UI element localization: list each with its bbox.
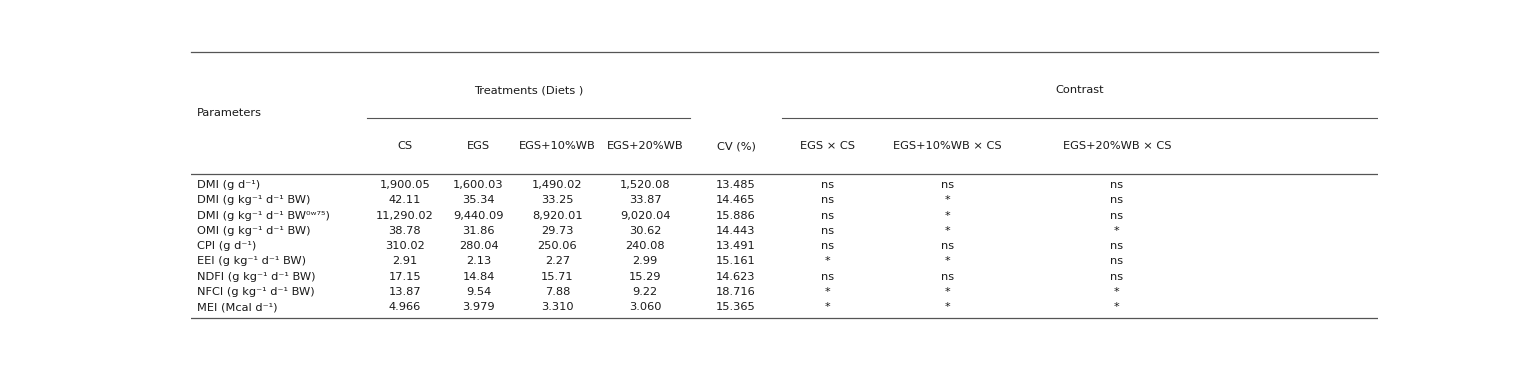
Text: *: *: [1115, 287, 1119, 297]
Text: 15.886: 15.886: [717, 211, 756, 220]
Text: NDFI (g kg⁻¹ d⁻¹ BW): NDFI (g kg⁻¹ d⁻¹ BW): [197, 272, 315, 282]
Text: Parameters: Parameters: [197, 108, 262, 118]
Text: 38.78: 38.78: [389, 226, 421, 236]
Text: DMI (g d⁻¹): DMI (g d⁻¹): [197, 180, 260, 190]
Text: *: *: [825, 302, 831, 312]
Text: 7.88: 7.88: [545, 287, 570, 297]
Text: 31.86: 31.86: [462, 226, 495, 236]
Text: ns: ns: [1110, 195, 1124, 205]
Text: 9.22: 9.22: [632, 287, 658, 297]
Text: *: *: [945, 287, 951, 297]
Text: 9.54: 9.54: [465, 287, 491, 297]
Text: Contrast: Contrast: [1056, 85, 1104, 95]
Text: 15.365: 15.365: [717, 302, 756, 312]
Text: 8,920.01: 8,920.01: [533, 211, 583, 220]
Text: ns: ns: [1110, 257, 1124, 266]
Text: ns: ns: [942, 180, 954, 190]
Text: 2.99: 2.99: [632, 257, 658, 266]
Text: 14.443: 14.443: [717, 226, 756, 236]
Text: EGS+20%WB: EGS+20%WB: [606, 141, 683, 151]
Text: Treatments (Diets ): Treatments (Diets ): [473, 85, 583, 95]
Text: 33.25: 33.25: [540, 195, 574, 205]
Text: ns: ns: [822, 195, 834, 205]
Text: 2.27: 2.27: [545, 257, 570, 266]
Text: ns: ns: [822, 211, 834, 220]
Text: 17.15: 17.15: [389, 272, 421, 282]
Text: ns: ns: [822, 241, 834, 251]
Text: 11,290.02: 11,290.02: [377, 211, 433, 220]
Text: ns: ns: [822, 180, 834, 190]
Text: 15.29: 15.29: [629, 272, 661, 282]
Text: *: *: [945, 302, 951, 312]
Text: 3.310: 3.310: [540, 302, 574, 312]
Text: EEI (g kg⁻¹ d⁻¹ BW): EEI (g kg⁻¹ d⁻¹ BW): [197, 257, 306, 266]
Text: 4.966: 4.966: [389, 302, 421, 312]
Text: 15.71: 15.71: [540, 272, 574, 282]
Text: 280.04: 280.04: [459, 241, 498, 251]
Text: *: *: [825, 287, 831, 297]
Text: ns: ns: [942, 241, 954, 251]
Text: 14.84: 14.84: [462, 272, 495, 282]
Text: ns: ns: [1110, 211, 1124, 220]
Text: 33.87: 33.87: [629, 195, 661, 205]
Text: 310.02: 310.02: [386, 241, 424, 251]
Text: 15.161: 15.161: [717, 257, 756, 266]
Text: 3.979: 3.979: [462, 302, 495, 312]
Text: 13.485: 13.485: [717, 180, 756, 190]
Text: ns: ns: [1110, 241, 1124, 251]
Text: 14.465: 14.465: [717, 195, 756, 205]
Text: 14.623: 14.623: [717, 272, 756, 282]
Text: 13.491: 13.491: [717, 241, 756, 251]
Text: 42.11: 42.11: [389, 195, 421, 205]
Text: DMI (g kg⁻¹ d⁻¹ BW⁰ʷ⁷⁵): DMI (g kg⁻¹ d⁻¹ BW⁰ʷ⁷⁵): [197, 211, 331, 220]
Text: *: *: [1115, 226, 1119, 236]
Text: 30.62: 30.62: [629, 226, 661, 236]
Text: MEI (Mcal d⁻¹): MEI (Mcal d⁻¹): [197, 302, 277, 312]
Text: CS: CS: [398, 141, 412, 151]
Text: EGS+10%WB × CS: EGS+10%WB × CS: [894, 141, 1003, 151]
Text: NFCI (g kg⁻¹ d⁻¹ BW): NFCI (g kg⁻¹ d⁻¹ BW): [197, 287, 315, 297]
Text: *: *: [945, 211, 951, 220]
Text: 2.91: 2.91: [392, 257, 418, 266]
Text: ns: ns: [942, 272, 954, 282]
Text: 2.13: 2.13: [465, 257, 491, 266]
Text: *: *: [1115, 302, 1119, 312]
Text: 9,020.04: 9,020.04: [620, 211, 671, 220]
Text: *: *: [945, 195, 951, 205]
Text: 1,600.03: 1,600.03: [453, 180, 504, 190]
Text: 35.34: 35.34: [462, 195, 495, 205]
Text: 1,520.08: 1,520.08: [620, 180, 671, 190]
Text: ns: ns: [1110, 180, 1124, 190]
Text: DMI (g kg⁻¹ d⁻¹ BW): DMI (g kg⁻¹ d⁻¹ BW): [197, 195, 311, 205]
Text: 3.060: 3.060: [629, 302, 661, 312]
Text: 240.08: 240.08: [625, 241, 664, 251]
Text: 18.716: 18.716: [717, 287, 756, 297]
Text: OMI (g kg⁻¹ d⁻¹ BW): OMI (g kg⁻¹ d⁻¹ BW): [197, 226, 311, 236]
Text: 13.87: 13.87: [389, 287, 421, 297]
Text: ns: ns: [1110, 272, 1124, 282]
Text: EGS+20%WB × CS: EGS+20%WB × CS: [1063, 141, 1171, 151]
Text: ns: ns: [822, 272, 834, 282]
Text: 9,440.09: 9,440.09: [453, 211, 504, 220]
Text: 1,490.02: 1,490.02: [533, 180, 583, 190]
Text: *: *: [825, 257, 831, 266]
Text: *: *: [945, 226, 951, 236]
Text: ns: ns: [822, 226, 834, 236]
Text: CPI (g d⁻¹): CPI (g d⁻¹): [197, 241, 257, 251]
Text: *: *: [945, 257, 951, 266]
Text: CV (%): CV (%): [717, 141, 755, 151]
Text: 1,900.05: 1,900.05: [380, 180, 430, 190]
Text: EGS+10%WB: EGS+10%WB: [519, 141, 596, 151]
Text: 250.06: 250.06: [537, 241, 577, 251]
Text: EGS × CS: EGS × CS: [801, 141, 856, 151]
Text: 29.73: 29.73: [540, 226, 574, 236]
Text: EGS: EGS: [467, 141, 490, 151]
